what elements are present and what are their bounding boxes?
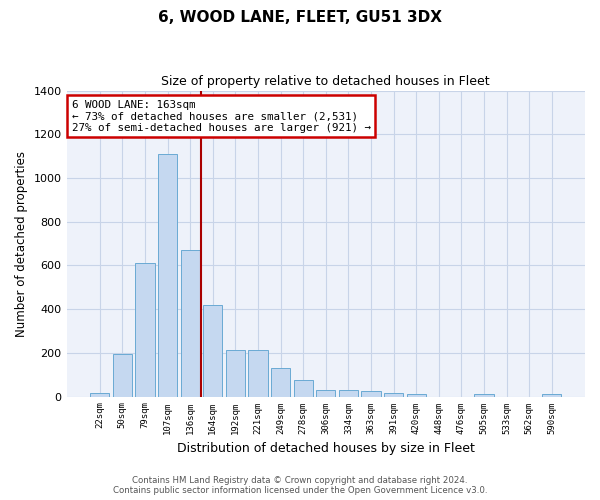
Bar <box>361 391 380 396</box>
Y-axis label: Number of detached properties: Number of detached properties <box>15 150 28 336</box>
Bar <box>271 368 290 396</box>
Bar <box>293 380 313 396</box>
Title: Size of property relative to detached houses in Fleet: Size of property relative to detached ho… <box>161 75 490 88</box>
Text: 6 WOOD LANE: 163sqm
← 73% of detached houses are smaller (2,531)
27% of semi-det: 6 WOOD LANE: 163sqm ← 73% of detached ho… <box>72 100 371 133</box>
Bar <box>542 394 562 396</box>
Bar <box>136 263 155 396</box>
Bar <box>407 394 426 396</box>
Bar <box>158 154 177 396</box>
Bar <box>226 350 245 397</box>
Bar <box>90 394 109 396</box>
Bar <box>475 394 494 396</box>
Bar <box>181 250 200 396</box>
Bar <box>113 354 132 397</box>
Text: 6, WOOD LANE, FLEET, GU51 3DX: 6, WOOD LANE, FLEET, GU51 3DX <box>158 10 442 25</box>
X-axis label: Distribution of detached houses by size in Fleet: Distribution of detached houses by size … <box>177 442 475 455</box>
Bar <box>203 305 223 396</box>
Bar <box>316 390 335 396</box>
Text: Contains HM Land Registry data © Crown copyright and database right 2024.
Contai: Contains HM Land Registry data © Crown c… <box>113 476 487 495</box>
Bar <box>339 390 358 396</box>
Bar <box>248 350 268 397</box>
Bar <box>384 394 403 396</box>
